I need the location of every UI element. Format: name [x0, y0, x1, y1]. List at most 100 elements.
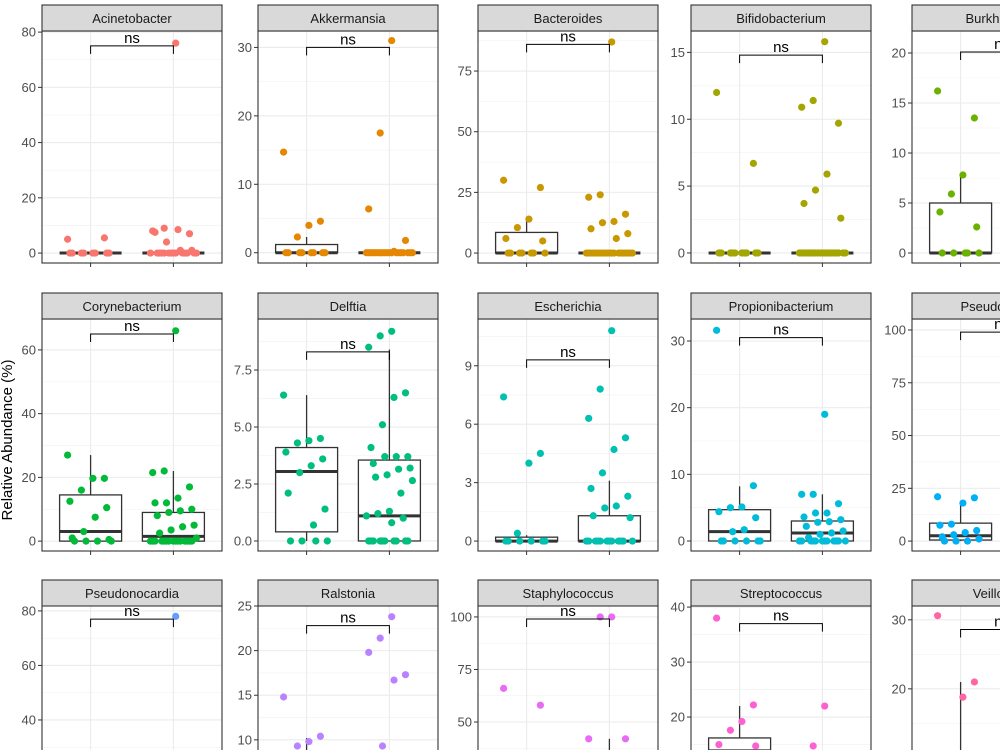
data-point [376, 249, 384, 257]
data-point [156, 529, 164, 537]
data-point [749, 482, 758, 490]
data-point [610, 249, 618, 257]
data-point [726, 726, 735, 734]
data-point [536, 183, 545, 192]
data-point [621, 434, 630, 442]
data-point [388, 519, 396, 527]
data-point [64, 235, 72, 243]
panel-background [478, 606, 658, 750]
data-point [91, 249, 99, 257]
facet-strip-title: Escherichia [534, 299, 602, 314]
data-point [284, 249, 292, 257]
data-point [500, 393, 508, 401]
data-point [811, 249, 820, 257]
panel-plot-area: ns [478, 31, 658, 263]
panel-plot-area: ns [912, 606, 1000, 750]
data-point [502, 234, 510, 243]
data-point [541, 537, 549, 545]
y-tick-label: 40 [671, 600, 685, 615]
data-point [952, 537, 960, 545]
data-point [513, 529, 522, 537]
y-tick-label: 60 [22, 658, 36, 673]
facet-strip-title: Pseudonocardia [85, 586, 180, 601]
facet-strip [257, 4, 439, 32]
y-tick-label: 75 [458, 662, 472, 677]
significance-label: ns [124, 603, 140, 620]
data-point [404, 453, 412, 461]
data-point [404, 537, 412, 545]
data-point [397, 489, 405, 497]
data-point [160, 249, 168, 257]
data-point [309, 249, 318, 257]
y-tick-label: 60 [22, 342, 36, 357]
panel-plot-area: ns [912, 31, 1000, 263]
facet-strip [257, 579, 439, 607]
data-point [975, 535, 983, 543]
data-point [162, 238, 171, 246]
data-point [975, 249, 983, 257]
y-tick-label: 20 [671, 710, 685, 725]
y-tick-label: 5 [899, 196, 906, 211]
data-point [749, 701, 758, 709]
data-point [624, 492, 632, 500]
data-point [408, 249, 416, 257]
y-tick-label: 20 [892, 681, 906, 696]
data-point [585, 193, 593, 201]
facet-strip-title: Staphylococcus [522, 586, 614, 601]
facet-strip-title: Bifidobacterium [736, 11, 826, 26]
facet-panel: ns Staphylococcus 50 75 100 [450, 579, 659, 750]
y-tick-label: 10 [671, 112, 685, 127]
data-point [973, 526, 981, 535]
data-point [107, 537, 115, 545]
data-point [598, 249, 607, 257]
data-point [963, 537, 972, 545]
data-point [293, 742, 301, 750]
data-point [172, 327, 180, 335]
data-point [749, 159, 758, 167]
significance-bracket [739, 337, 823, 346]
data-point [381, 537, 389, 545]
y-tick-label: 50 [892, 428, 906, 443]
data-point [392, 537, 400, 545]
data-point [146, 249, 154, 257]
data-point [823, 509, 831, 517]
facet-panel: ns Bifidobacterium 0 5 10 15 [671, 4, 872, 267]
data-point [596, 191, 604, 199]
significance-bracket [526, 618, 610, 628]
data-point [936, 208, 944, 216]
data-point [188, 537, 196, 545]
data-point [406, 464, 414, 472]
data-point [89, 474, 97, 482]
panel-background [691, 606, 871, 750]
significance-bracket [90, 333, 174, 342]
data-point [376, 332, 384, 340]
y-tick-label: 5 [678, 179, 685, 194]
data-point [367, 443, 375, 452]
data-point [825, 518, 833, 526]
data-point [381, 453, 389, 461]
y-tick-label: 7.5 [234, 363, 252, 378]
panel-background [258, 606, 438, 750]
data-point [378, 421, 387, 429]
data-point [160, 224, 168, 232]
data-point [610, 445, 618, 454]
facet-panel: ns Streptococcus 20 30 40 [671, 579, 872, 750]
facet-panel: ns Akkermansia 0 10 20 30 [238, 4, 439, 267]
y-tick-label: 80 [22, 603, 36, 618]
data-point [726, 504, 735, 512]
data-point [369, 537, 377, 545]
significance-bracket [739, 623, 823, 632]
y-tick-label: 75 [458, 64, 472, 79]
data-point [399, 514, 407, 522]
data-point [802, 522, 810, 530]
data-point [312, 537, 320, 545]
data-point [539, 237, 547, 245]
y-tick-label: 20 [238, 108, 252, 123]
data-point [619, 537, 627, 545]
data-point [369, 459, 377, 468]
data-point [731, 249, 739, 257]
data-point [316, 217, 324, 225]
data-point [376, 634, 384, 642]
significance-label: ns [340, 31, 356, 48]
data-point [66, 497, 74, 505]
